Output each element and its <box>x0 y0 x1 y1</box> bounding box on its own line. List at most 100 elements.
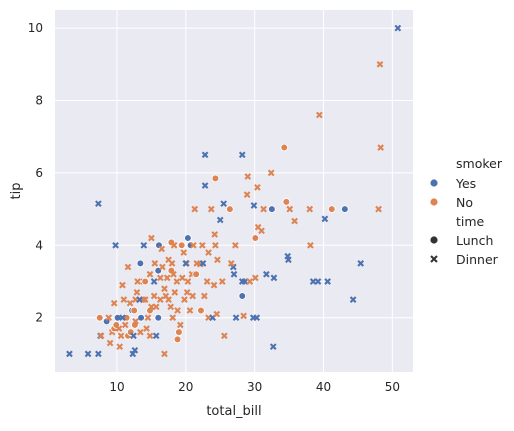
data-point <box>250 202 258 209</box>
data-point <box>115 325 123 332</box>
x-tick-label: 20 <box>178 380 193 394</box>
data-point <box>201 292 208 300</box>
data-point <box>269 343 277 351</box>
data-point <box>136 259 145 268</box>
data-point <box>184 278 192 285</box>
data-point <box>205 249 212 256</box>
data-point <box>175 328 183 336</box>
data-point <box>270 274 278 282</box>
data-point <box>66 350 73 358</box>
data-point <box>150 292 158 300</box>
data-point <box>181 296 188 303</box>
data-point <box>143 325 150 332</box>
data-point <box>84 350 92 358</box>
data-point <box>170 270 177 278</box>
data-point <box>137 313 145 322</box>
data-point <box>136 296 144 303</box>
data-point <box>201 182 209 189</box>
data-point <box>321 215 329 223</box>
data-point <box>226 205 234 213</box>
data-point <box>126 299 134 307</box>
data-point <box>131 346 139 354</box>
data-point <box>285 256 292 264</box>
x-axis-label: total_bill <box>206 404 261 419</box>
data-point <box>197 306 205 315</box>
data-point <box>152 332 160 340</box>
y-tick-labels: 2 4 6 8 10 <box>28 21 43 325</box>
data-point <box>376 60 384 68</box>
data-point <box>253 314 261 322</box>
data-point <box>232 314 240 322</box>
x-tick-label: 30 <box>247 380 262 394</box>
data-point <box>130 332 137 340</box>
data-point <box>102 317 111 326</box>
legend-marker-no <box>430 198 438 206</box>
data-point <box>186 307 194 314</box>
data-point <box>152 303 160 311</box>
data-point <box>263 270 270 278</box>
data-point <box>132 317 139 325</box>
data-point <box>95 200 102 208</box>
legend-marker-lunch <box>430 236 438 244</box>
data-point <box>120 296 128 303</box>
data-point <box>214 256 221 264</box>
legend-title-smoker: smoker <box>456 156 503 171</box>
data-point <box>282 198 291 206</box>
legend-item-no: No <box>430 195 473 210</box>
data-point <box>341 205 349 213</box>
data-point <box>227 260 235 267</box>
legend-label-no: No <box>456 195 473 210</box>
data-point <box>177 241 186 250</box>
data-point <box>173 278 181 285</box>
data-point <box>213 310 221 318</box>
data-point <box>211 231 219 238</box>
data-point <box>189 292 197 300</box>
data-point <box>314 278 322 285</box>
data-point <box>251 234 260 242</box>
data-point <box>238 278 246 285</box>
data-point <box>161 350 168 358</box>
data-point <box>268 205 276 213</box>
data-point <box>95 313 104 322</box>
data-point <box>170 241 178 249</box>
data-points <box>66 24 402 358</box>
data-point <box>116 343 124 351</box>
data-point <box>377 144 384 151</box>
data-point <box>163 274 171 282</box>
data-point <box>169 314 177 322</box>
data-point <box>246 278 254 285</box>
x-tick-label: 50 <box>385 380 400 394</box>
data-point <box>201 151 209 159</box>
data-point <box>110 299 118 307</box>
data-point <box>267 169 275 177</box>
data-point <box>156 274 164 282</box>
data-point <box>307 241 314 249</box>
plot-area <box>55 10 413 372</box>
data-point <box>203 278 211 285</box>
data-point <box>173 335 182 344</box>
data-point <box>180 249 188 256</box>
data-point <box>146 270 154 278</box>
data-point <box>251 274 259 282</box>
data-point <box>106 339 114 347</box>
data-point <box>280 143 289 152</box>
data-point <box>156 296 164 303</box>
data-point <box>212 241 219 249</box>
data-point <box>119 314 126 322</box>
x-tick-label: 40 <box>316 380 331 394</box>
y-tick-label: 6 <box>35 166 43 180</box>
legend-item-yes: Yes <box>430 176 476 191</box>
x-tick-labels: 10 20 30 40 50 <box>109 380 400 394</box>
data-point <box>134 278 141 285</box>
data-point <box>183 289 191 296</box>
data-point <box>375 205 382 213</box>
data-point <box>243 191 251 198</box>
legend-marker-dinner <box>430 255 438 263</box>
data-point <box>124 263 132 271</box>
y-tick-label: 4 <box>35 238 43 252</box>
data-point <box>210 281 218 289</box>
data-point <box>216 216 224 224</box>
data-point <box>179 274 186 282</box>
